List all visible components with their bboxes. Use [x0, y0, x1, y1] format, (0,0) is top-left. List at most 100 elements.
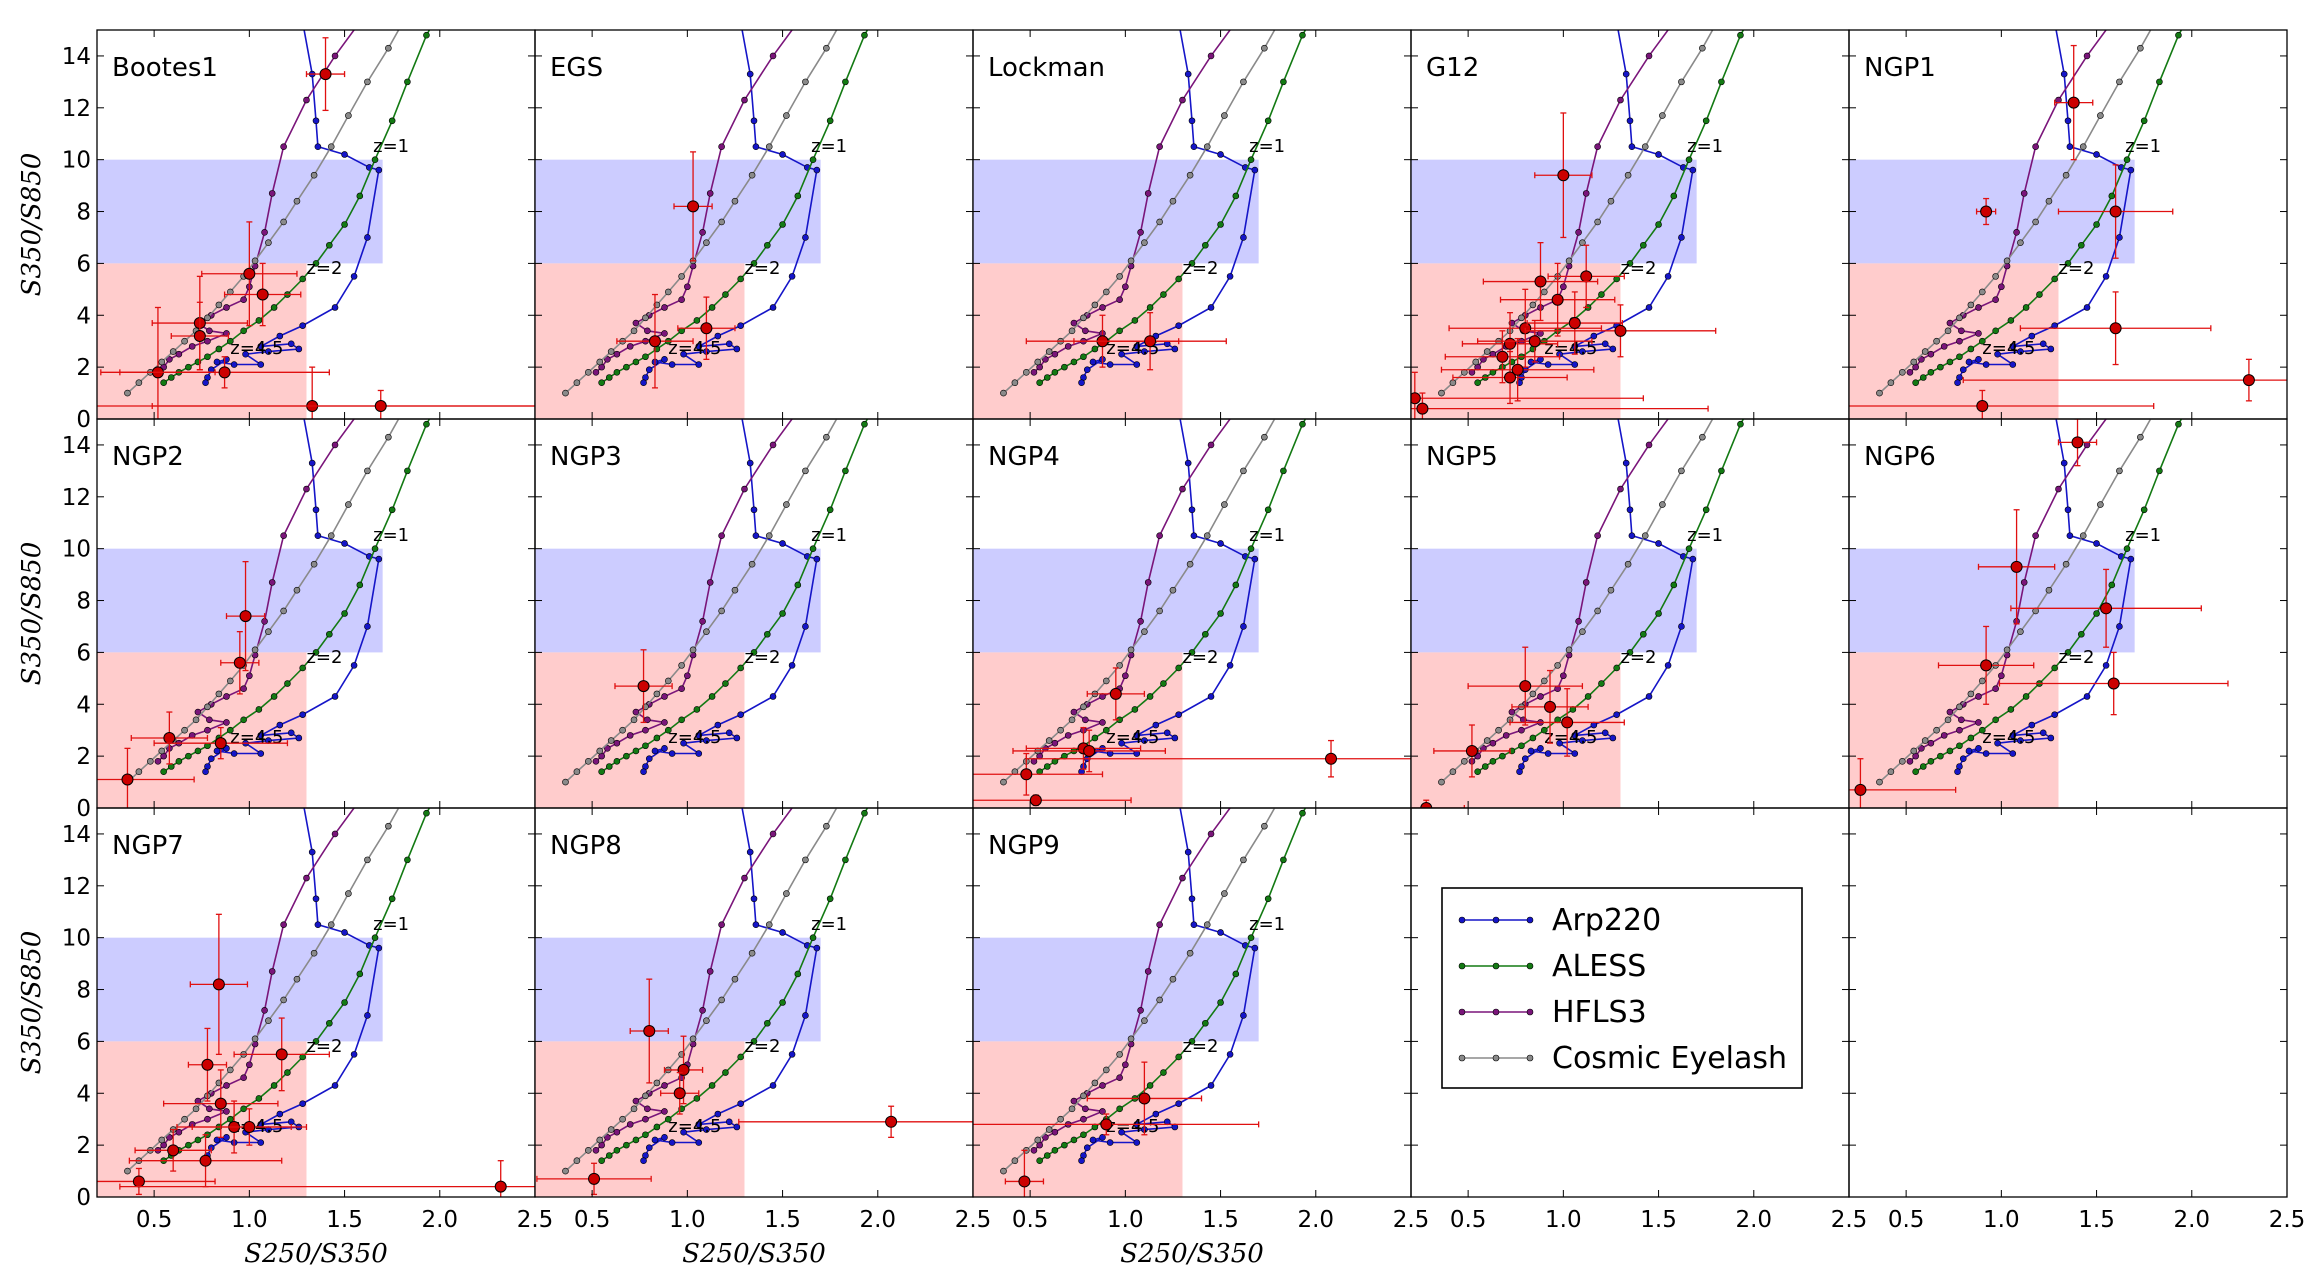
track-point — [2097, 501, 2104, 508]
track-point — [607, 348, 615, 355]
track-point — [779, 151, 786, 158]
track-point — [1959, 366, 1967, 374]
data-point — [973, 794, 1132, 807]
track-point — [204, 314, 211, 322]
data-point — [134, 1128, 212, 1172]
track-aless — [163, 30, 431, 384]
track-point — [665, 1115, 672, 1123]
track-point — [741, 485, 748, 493]
track-point — [1203, 532, 1211, 540]
data-point — [1849, 389, 2155, 419]
track-point — [661, 304, 668, 311]
z-label: z=1 — [1687, 136, 1723, 157]
track-point — [2078, 630, 2085, 638]
track-point — [1584, 693, 1592, 700]
data-point — [1025, 739, 1411, 778]
track-point — [2093, 610, 2100, 617]
track-point — [2045, 197, 2053, 205]
data-point — [1849, 758, 1957, 808]
data-point — [1086, 1061, 1203, 1136]
track-point — [2079, 143, 2087, 150]
track-aless — [601, 808, 869, 1162]
track-point — [1689, 555, 1697, 563]
track-point — [1099, 1134, 1106, 1141]
track-point — [769, 304, 777, 311]
legend-label: HFLS3 — [1552, 995, 1647, 1030]
track-point — [1146, 1082, 1154, 1089]
track-point — [665, 288, 672, 296]
panel-title: NGP9 — [988, 831, 1060, 861]
y-tick-label: 12 — [62, 96, 91, 122]
x-axis-label: S250/S350 — [244, 1239, 388, 1269]
track-point — [423, 420, 430, 428]
y-tick-label: 4 — [76, 692, 91, 718]
track-point — [2047, 734, 2055, 742]
x-tick-label: 1.5 — [1202, 1207, 1239, 1233]
track-point — [327, 532, 335, 540]
track-point — [240, 1105, 247, 1113]
track-point — [1544, 361, 1552, 368]
data-point — [119, 1160, 535, 1197]
track-point — [1169, 586, 1177, 594]
y-tick-label: 2 — [76, 1133, 91, 1159]
track-point — [1678, 234, 1685, 241]
track-point — [1202, 1019, 1209, 1027]
track-point — [714, 1110, 722, 1118]
track-point — [750, 260, 758, 267]
track-point — [1992, 716, 1999, 724]
panel-empty-2-4: 0.5 1.0 1.5 2.0 2.5 — [1848, 807, 2305, 1233]
track-point — [312, 1038, 320, 1045]
track-point — [1659, 501, 1666, 508]
track-point — [2036, 291, 2043, 298]
y-tick-label: 0 — [76, 407, 91, 433]
track-point — [1184, 459, 1192, 467]
track-point — [213, 747, 221, 755]
data-point — [201, 221, 298, 327]
track-point — [684, 283, 691, 291]
track-point — [2066, 532, 2074, 540]
track-point — [1175, 275, 1182, 283]
track-point — [1190, 532, 1198, 540]
track-point — [1232, 970, 1240, 978]
track-point — [661, 719, 668, 726]
track-point — [861, 809, 868, 817]
track-point — [1080, 1131, 1087, 1139]
track-point — [813, 944, 821, 952]
track-point — [385, 44, 392, 52]
x-tick-label: 1.0 — [669, 1207, 706, 1233]
track-point — [375, 166, 383, 174]
track-point — [227, 677, 234, 685]
track-point — [1034, 358, 1042, 366]
region-blue — [535, 159, 821, 264]
track-point — [623, 1141, 630, 1149]
track-point — [1998, 283, 2005, 291]
track-point — [1217, 610, 1224, 617]
track-point — [1607, 586, 1615, 594]
track-point — [1582, 579, 1590, 586]
track-point — [240, 685, 247, 693]
track-point — [280, 532, 287, 540]
track-point — [1091, 345, 1099, 353]
track-point — [1082, 327, 1089, 335]
track-point — [441, 390, 447, 396]
track-point — [1956, 314, 1963, 322]
track-point — [293, 197, 301, 205]
track-point — [2079, 532, 2087, 540]
track-point — [1011, 1157, 1019, 1164]
track-point — [1483, 348, 1491, 355]
track-point — [1137, 228, 1144, 236]
track-point — [718, 532, 725, 540]
track-point — [1091, 301, 1099, 309]
track-point — [1175, 1100, 1182, 1107]
track-point — [204, 337, 211, 345]
track-point — [1247, 545, 1255, 552]
y-axis-label: S350/S850 — [17, 931, 47, 1075]
track-point — [1594, 607, 1601, 615]
track-point — [722, 291, 729, 298]
track-point — [1203, 921, 1211, 929]
track-point — [385, 822, 392, 830]
track-point — [1217, 221, 1224, 228]
track-point — [604, 356, 611, 363]
y-tick-label: 2 — [76, 355, 91, 381]
track-point — [160, 379, 167, 386]
